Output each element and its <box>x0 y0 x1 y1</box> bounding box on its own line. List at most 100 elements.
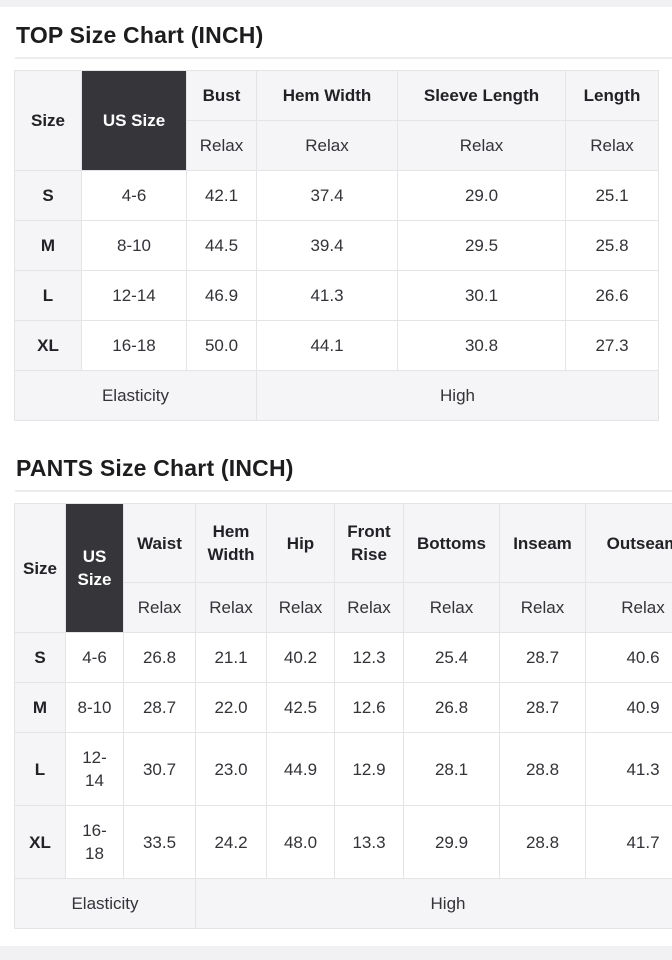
value-cell: 28.7 <box>123 682 196 733</box>
value-cell: 40.9 <box>585 682 672 733</box>
value-cell: 39.4 <box>256 220 398 271</box>
value-cell: 41.3 <box>256 270 398 321</box>
top-col-header-bust: Bust <box>186 70 257 121</box>
pants-col-header-front-rise: Front Rise <box>334 503 404 583</box>
value-cell: 44.9 <box>266 732 335 806</box>
top-col-header-length: Length <box>565 70 659 121</box>
page-bottom-gutter <box>0 946 672 960</box>
value-cell: 26.6 <box>565 270 659 321</box>
pants-col-header-waist: Waist <box>123 503 196 583</box>
value-cell: 30.7 <box>123 732 196 806</box>
value-cell: 24.2 <box>195 805 267 879</box>
value-cell: 28.7 <box>499 632 586 683</box>
size-cell: L <box>14 732 66 806</box>
value-cell: 27.3 <box>565 320 659 371</box>
fit-cell: Relax <box>256 120 398 171</box>
top-size-row-l: L 12-14 46.9 41.3 30.1 26.6 <box>14 270 659 321</box>
elasticity-value-cell: High <box>195 878 672 929</box>
value-cell: 33.5 <box>123 805 196 879</box>
pants-col-header-outseam: Outseam <box>585 503 672 583</box>
fit-cell: Relax <box>565 120 659 171</box>
us-size-cell: 4-6 <box>65 632 124 683</box>
pants-size-row-m: M 8-10 28.7 22.0 42.5 12.6 26.8 28.7 40.… <box>14 682 672 733</box>
us-size-cell: 8-10 <box>81 220 187 271</box>
fit-cell: Relax <box>499 582 586 633</box>
pants-size-chart-section: PANTS Size Chart (INCH) Size US Size Wai… <box>0 454 672 929</box>
size-cell: M <box>14 682 66 733</box>
value-cell: 12.3 <box>334 632 404 683</box>
size-cell: XL <box>14 320 82 371</box>
us-size-cell: 16-18 <box>65 805 124 879</box>
value-cell: 28.7 <box>499 682 586 733</box>
top-col-header-hem-width: Hem Width <box>256 70 398 121</box>
pants-size-row-s: S 4-6 26.8 21.1 40.2 12.3 25.4 28.7 40.6 <box>14 632 672 683</box>
fit-cell: Relax <box>403 582 500 633</box>
value-cell: 22.0 <box>195 682 267 733</box>
elasticity-label-cell: Elasticity <box>14 878 196 929</box>
value-cell: 48.0 <box>266 805 335 879</box>
top-fit-row: Relax Relax Relax Relax <box>15 120 659 171</box>
value-cell: 25.4 <box>403 632 500 683</box>
top-col-header-us-size: US Size <box>81 70 187 171</box>
value-cell: 25.8 <box>565 220 659 271</box>
value-cell: 50.0 <box>186 320 257 371</box>
top-col-header-size: Size <box>14 70 82 171</box>
us-size-cell: 8-10 <box>65 682 124 733</box>
fit-cell: Relax <box>186 120 257 171</box>
elasticity-value-cell: High <box>256 370 659 421</box>
us-size-cell: 16-18 <box>81 320 187 371</box>
value-cell: 29.9 <box>403 805 500 879</box>
fit-cell: Relax <box>585 582 672 633</box>
value-cell: 25.1 <box>565 170 659 221</box>
value-cell: 46.9 <box>186 270 257 321</box>
value-cell: 12.9 <box>334 732 404 806</box>
pants-fit-row: Relax Relax Relax Relax Relax Relax Rela… <box>15 582 672 633</box>
value-cell: 30.8 <box>397 320 566 371</box>
top-col-header-sleeve-length: Sleeve Length <box>397 70 566 121</box>
fit-cell: Relax <box>266 582 335 633</box>
top-title-divider <box>15 57 672 59</box>
top-elasticity-row: Elasticity High <box>14 370 659 421</box>
value-cell: 40.2 <box>266 632 335 683</box>
value-cell: 13.3 <box>334 805 404 879</box>
fit-cell: Relax <box>195 582 267 633</box>
top-size-row-xl: XL 16-18 50.0 44.1 30.8 27.3 <box>14 320 659 371</box>
top-chart-title: TOP Size Chart (INCH) <box>16 22 264 48</box>
value-cell: 44.5 <box>186 220 257 271</box>
pants-col-header-size: Size <box>14 503 66 633</box>
value-cell: 21.1 <box>195 632 267 683</box>
top-size-chart-section: TOP Size Chart (INCH) Size US Size Bust … <box>0 21 672 421</box>
value-cell: 37.4 <box>256 170 398 221</box>
top-size-table: Size US Size Bust Hem Width Sleeve Lengt… <box>14 70 659 421</box>
elasticity-label-cell: Elasticity <box>14 370 257 421</box>
value-cell: 26.8 <box>123 632 196 683</box>
value-cell: 23.0 <box>195 732 267 806</box>
size-cell: S <box>14 632 66 683</box>
pants-col-header-hip: Hip <box>266 503 335 583</box>
size-cell: S <box>14 170 82 221</box>
value-cell: 42.1 <box>186 170 257 221</box>
value-cell: 26.8 <box>403 682 500 733</box>
size-cell: M <box>14 220 82 271</box>
pants-chart-title: PANTS Size Chart (INCH) <box>16 455 294 481</box>
value-cell: 28.8 <box>499 805 586 879</box>
value-cell: 41.3 <box>585 732 672 806</box>
pants-col-header-hem-width: Hem Width <box>195 503 267 583</box>
pants-size-row-l: L 12-14 30.7 23.0 44.9 12.9 28.1 28.8 41… <box>14 732 672 806</box>
value-cell: 30.1 <box>397 270 566 321</box>
value-cell: 28.1 <box>403 732 500 806</box>
value-cell: 28.8 <box>499 732 586 806</box>
pants-col-header-us-size: US Size <box>65 503 124 633</box>
value-cell: 40.6 <box>585 632 672 683</box>
us-size-cell: 12-14 <box>81 270 187 321</box>
value-cell: 41.7 <box>585 805 672 879</box>
fit-cell: Relax <box>397 120 566 171</box>
value-cell: 44.1 <box>256 320 398 371</box>
top-header-row: Size US Size Bust Hem Width Sleeve Lengt… <box>14 70 659 171</box>
top-size-row-s: S 4-6 42.1 37.4 29.0 25.1 <box>14 170 659 221</box>
fit-cell: Relax <box>123 582 196 633</box>
top-size-row-m: M 8-10 44.5 39.4 29.5 25.8 <box>14 220 659 271</box>
pants-elasticity-row: Elasticity High <box>14 878 672 929</box>
fit-cell: Relax <box>334 582 404 633</box>
pants-table-scroll-area[interactable]: Size US Size Waist Hem Width Hip Front R… <box>14 503 672 929</box>
